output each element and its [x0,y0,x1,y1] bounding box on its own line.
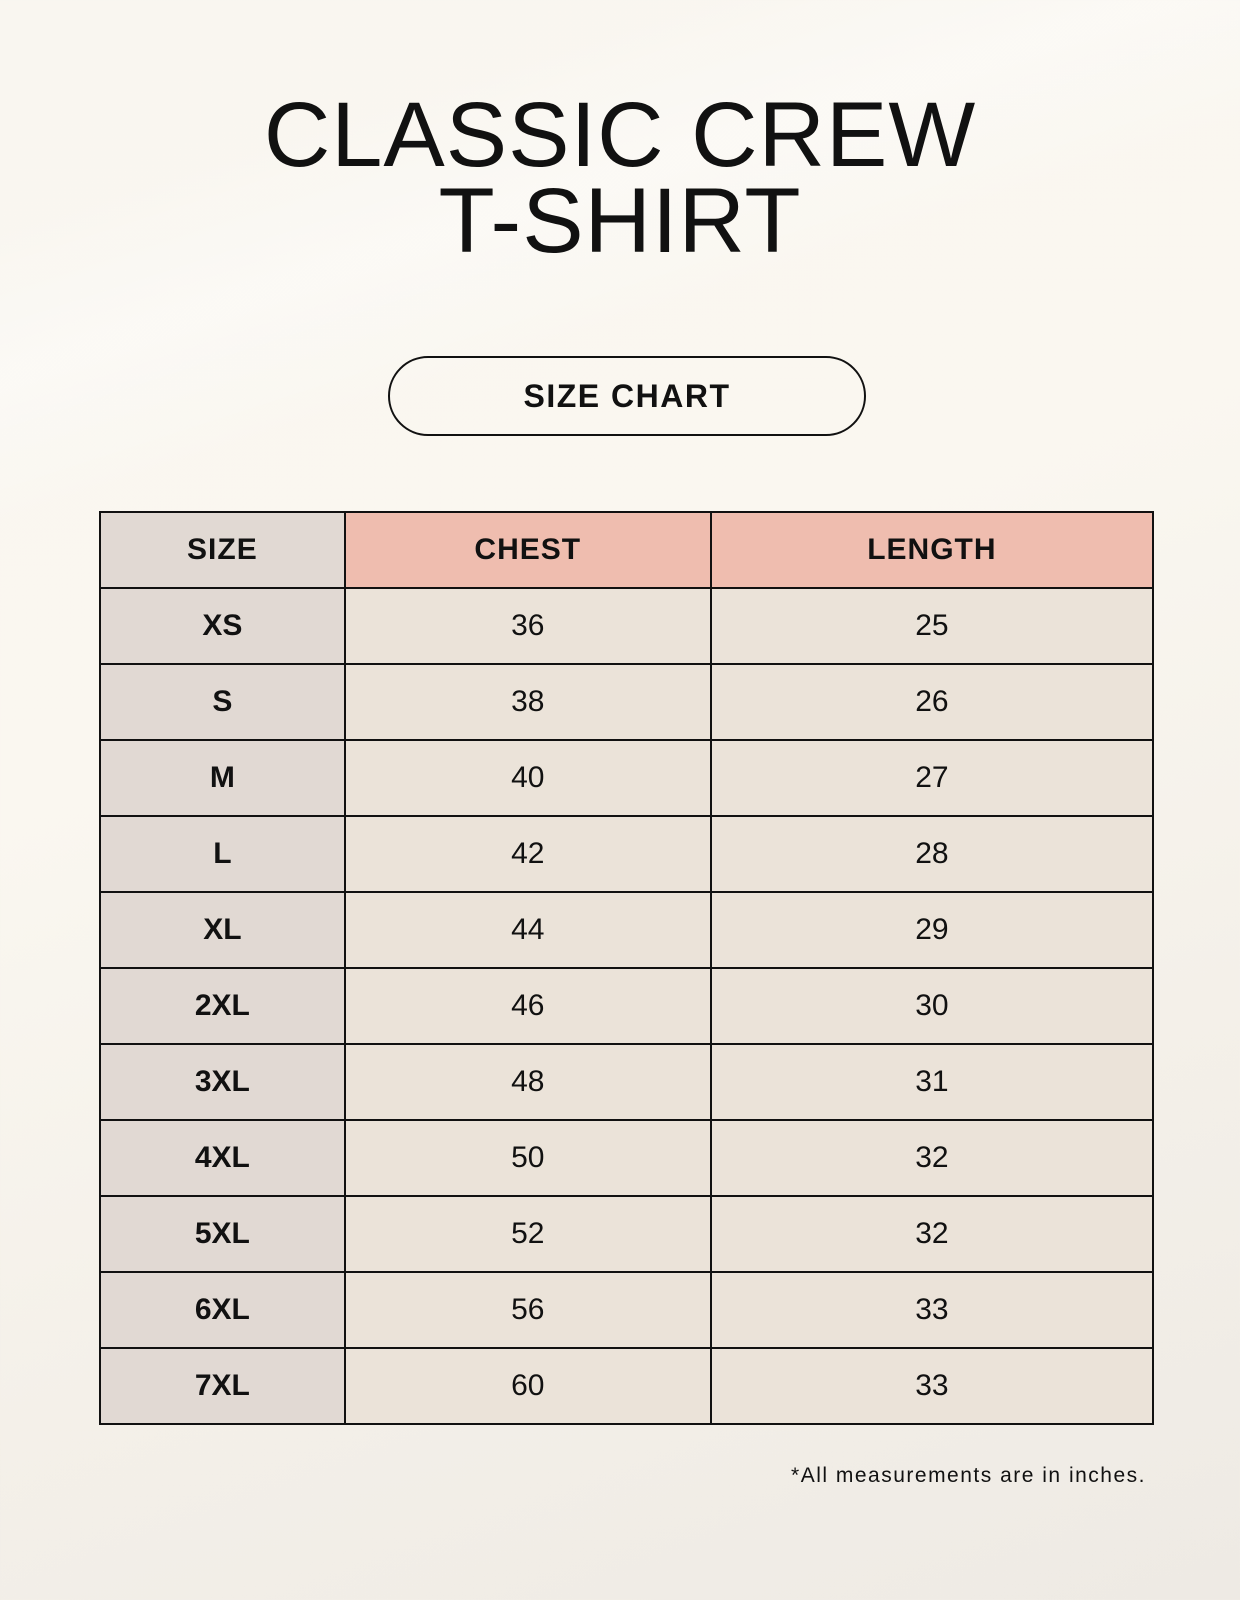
table-row: 5XL 52 32 [99,1195,1155,1273]
size-chart-badge: SIZE CHART [388,356,866,436]
cell-length: 27 [709,739,1155,817]
cell-length: 33 [709,1271,1155,1349]
cell-length: 32 [709,1119,1155,1197]
table-row: XL 44 29 [99,891,1155,969]
cell-length: 25 [709,587,1155,665]
cell-length: 26 [709,663,1155,741]
table-header-row: SIZE CHEST LENGTH [99,511,1155,589]
table-row: 3XL 48 31 [99,1043,1155,1121]
cell-length: 32 [709,1195,1155,1273]
cell-size: 4XL [99,1119,346,1197]
title-line-1: CLASSIC CREW [263,84,977,186]
title-line-2: T-SHIRT [438,170,802,272]
cell-chest: 56 [343,1271,712,1349]
cell-size: M [99,739,346,817]
cell-size: 7XL [99,1347,346,1425]
table-row: 2XL 46 30 [99,967,1155,1045]
cell-size: L [99,815,346,893]
table-row: S 38 26 [99,663,1155,741]
table-row: 7XL 60 33 [99,1347,1155,1425]
measurement-note: *All measurements are in inches. [791,1464,1146,1487]
header-chest: CHEST [343,511,712,589]
cell-length: 28 [709,815,1155,893]
cell-chest: 38 [343,663,712,741]
cell-size: XS [99,587,346,665]
cell-length: 33 [709,1347,1155,1425]
cell-chest: 42 [343,815,712,893]
header-size: SIZE [99,511,346,589]
cell-length: 31 [709,1043,1155,1121]
cell-chest: 44 [343,891,712,969]
table-row: XS 36 25 [99,587,1155,665]
cell-chest: 36 [343,587,712,665]
cell-length: 30 [709,967,1155,1045]
cell-size: 2XL [99,967,346,1045]
table-row: M 40 27 [99,739,1155,817]
table-row: 4XL 50 32 [99,1119,1155,1197]
cell-size: 3XL [99,1043,346,1121]
cell-chest: 50 [343,1119,712,1197]
cell-length: 29 [709,891,1155,969]
table-row: 6XL 56 33 [99,1271,1155,1349]
cell-size: 6XL [99,1271,346,1349]
cell-chest: 52 [343,1195,712,1273]
size-table: SIZE CHEST LENGTH XS 36 25 S 38 26 M 40 27 L 42 28 X… [99,511,1155,1425]
page-title: CLASSIC CREW T-SHIRT [0,89,1240,267]
cell-chest: 48 [343,1043,712,1121]
cell-size: XL [99,891,346,969]
cell-size: 5XL [99,1195,346,1273]
cell-chest: 60 [343,1347,712,1425]
table-row: L 42 28 [99,815,1155,893]
header-length: LENGTH [709,511,1155,589]
cell-chest: 40 [343,739,712,817]
cell-size: S [99,663,346,741]
cell-chest: 46 [343,967,712,1045]
